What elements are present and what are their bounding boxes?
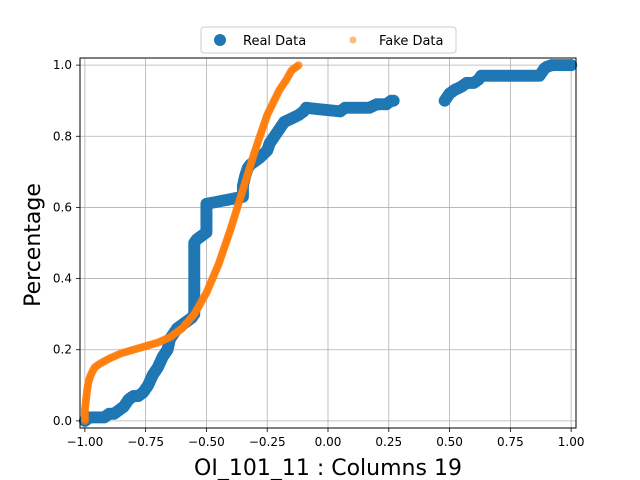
legend: Real Data Fake Data [200, 26, 457, 54]
y-tick-label: 0.0 [53, 414, 72, 428]
ticks: −1.00 −0.75 −0.50 −0.25 0.00 0.25 0.50 0.75 1.00… [53, 58, 585, 449]
y-axis-title: Percentage [21, 183, 46, 307]
y-tick-label: 1.0 [53, 58, 72, 72]
legend-box [200, 26, 457, 54]
x-tick-label: 0.00 [315, 435, 342, 449]
x-tick-label: −0.75 [127, 435, 164, 449]
x-tick-label: 0.25 [375, 435, 402, 449]
y-tick-label: 0.6 [53, 200, 72, 214]
x-axis-title: OI_101_11 : Columns 19 [194, 456, 462, 480]
y-tick-label: 0.8 [53, 129, 72, 143]
y-tick-label: 0.2 [53, 343, 72, 357]
legend-label-real-data: Real Data [243, 34, 306, 49]
legend-marker-fake-data [349, 36, 357, 44]
series-layer [78, 59, 578, 427]
x-tick-label: −1.00 [66, 435, 103, 449]
legend-marker-real-data [214, 34, 226, 46]
x-tick-label: 0.50 [436, 435, 463, 449]
legend-label-fake-data: Fake Data [379, 34, 444, 49]
grid [80, 58, 576, 428]
real-data-point [565, 59, 578, 72]
fake-data-point [294, 61, 303, 70]
real-data-point [387, 94, 400, 107]
x-tick-label: −0.25 [249, 435, 286, 449]
x-tick-label: 0.75 [497, 435, 524, 449]
x-tick-label: 1.00 [558, 435, 585, 449]
y-tick-label: 0.4 [53, 272, 72, 286]
x-tick-label: −0.50 [188, 435, 225, 449]
